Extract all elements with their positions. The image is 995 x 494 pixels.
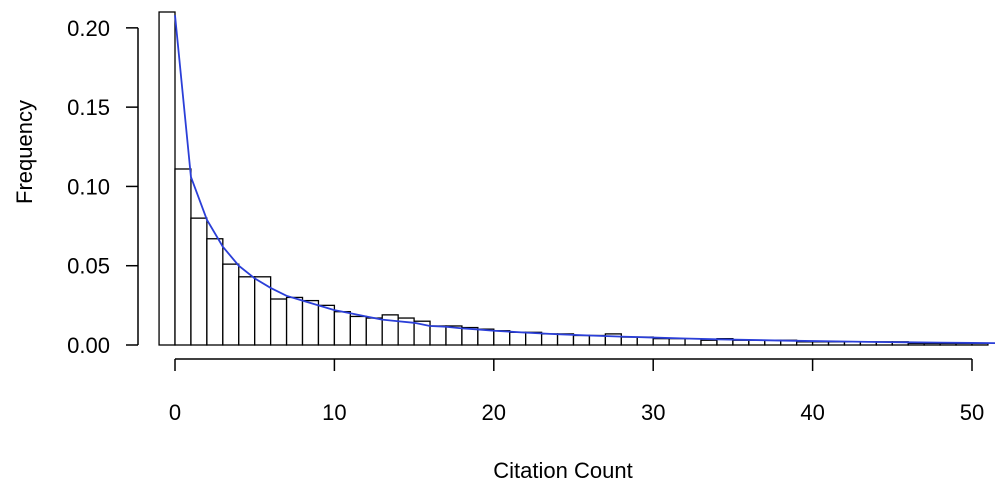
histogram-bar xyxy=(572,334,591,346)
histogram-bar xyxy=(317,304,336,346)
x-axis-ticks: 0 10 20 30 40 50 xyxy=(169,359,984,425)
y-tick-label: 0.10 xyxy=(67,174,110,199)
histogram-bar xyxy=(652,338,670,346)
histogram-bar xyxy=(333,311,351,346)
y-axis: 0.00 0.05 0.10 0.15 0.20 xyxy=(67,16,139,358)
x-tick-label: 0 xyxy=(169,400,181,425)
histogram-bar xyxy=(509,331,527,346)
histogram-bar xyxy=(301,299,320,346)
histogram-bar xyxy=(477,328,495,346)
x-axis: 0 10 20 30 40 50 xyxy=(169,358,984,425)
y-axis-title: Frequency xyxy=(12,100,37,204)
x-tick-label: 20 xyxy=(482,400,506,425)
histogram-bar xyxy=(588,334,607,346)
x-axis-title: Citation Count xyxy=(493,458,632,483)
histogram-bar xyxy=(796,341,814,346)
histogram-bar xyxy=(206,238,224,346)
histogram-bar xyxy=(349,315,367,346)
histogram-bar xyxy=(429,325,447,346)
histogram-bar xyxy=(700,339,718,346)
histogram-bars xyxy=(158,11,989,346)
y-tick-label: 0.20 xyxy=(67,16,110,41)
histogram-bar xyxy=(174,168,192,346)
x-tick-label: 10 xyxy=(322,400,346,425)
histogram-bar xyxy=(540,333,559,346)
histogram-bar xyxy=(190,217,208,346)
histogram-bar xyxy=(525,331,543,346)
histogram-bar xyxy=(732,339,750,346)
x-tick-label: 50 xyxy=(960,400,984,425)
histogram-bar xyxy=(923,342,941,346)
y-tick-label: 0.15 xyxy=(67,95,110,120)
histogram-bar xyxy=(365,317,383,346)
x-tick-label: 40 xyxy=(800,400,824,425)
histogram-bar xyxy=(811,341,830,346)
y-axis-ticks: 0.00 0.05 0.10 0.15 0.20 xyxy=(67,16,138,358)
histogram-bar xyxy=(158,11,176,346)
y-tick-label: 0.05 xyxy=(67,254,110,279)
histogram-bar xyxy=(493,330,511,346)
histogram-bar xyxy=(269,298,288,346)
y-tick-label: 0.00 xyxy=(67,333,110,358)
histogram-bar xyxy=(907,342,925,346)
fitted-curve xyxy=(174,15,995,344)
histogram-bar xyxy=(222,263,240,346)
histogram-bar xyxy=(285,296,304,346)
histogram-bar xyxy=(668,338,686,346)
histogram-bar xyxy=(620,336,638,346)
histogram-bar xyxy=(238,276,256,346)
x-tick-label: 30 xyxy=(641,400,665,425)
